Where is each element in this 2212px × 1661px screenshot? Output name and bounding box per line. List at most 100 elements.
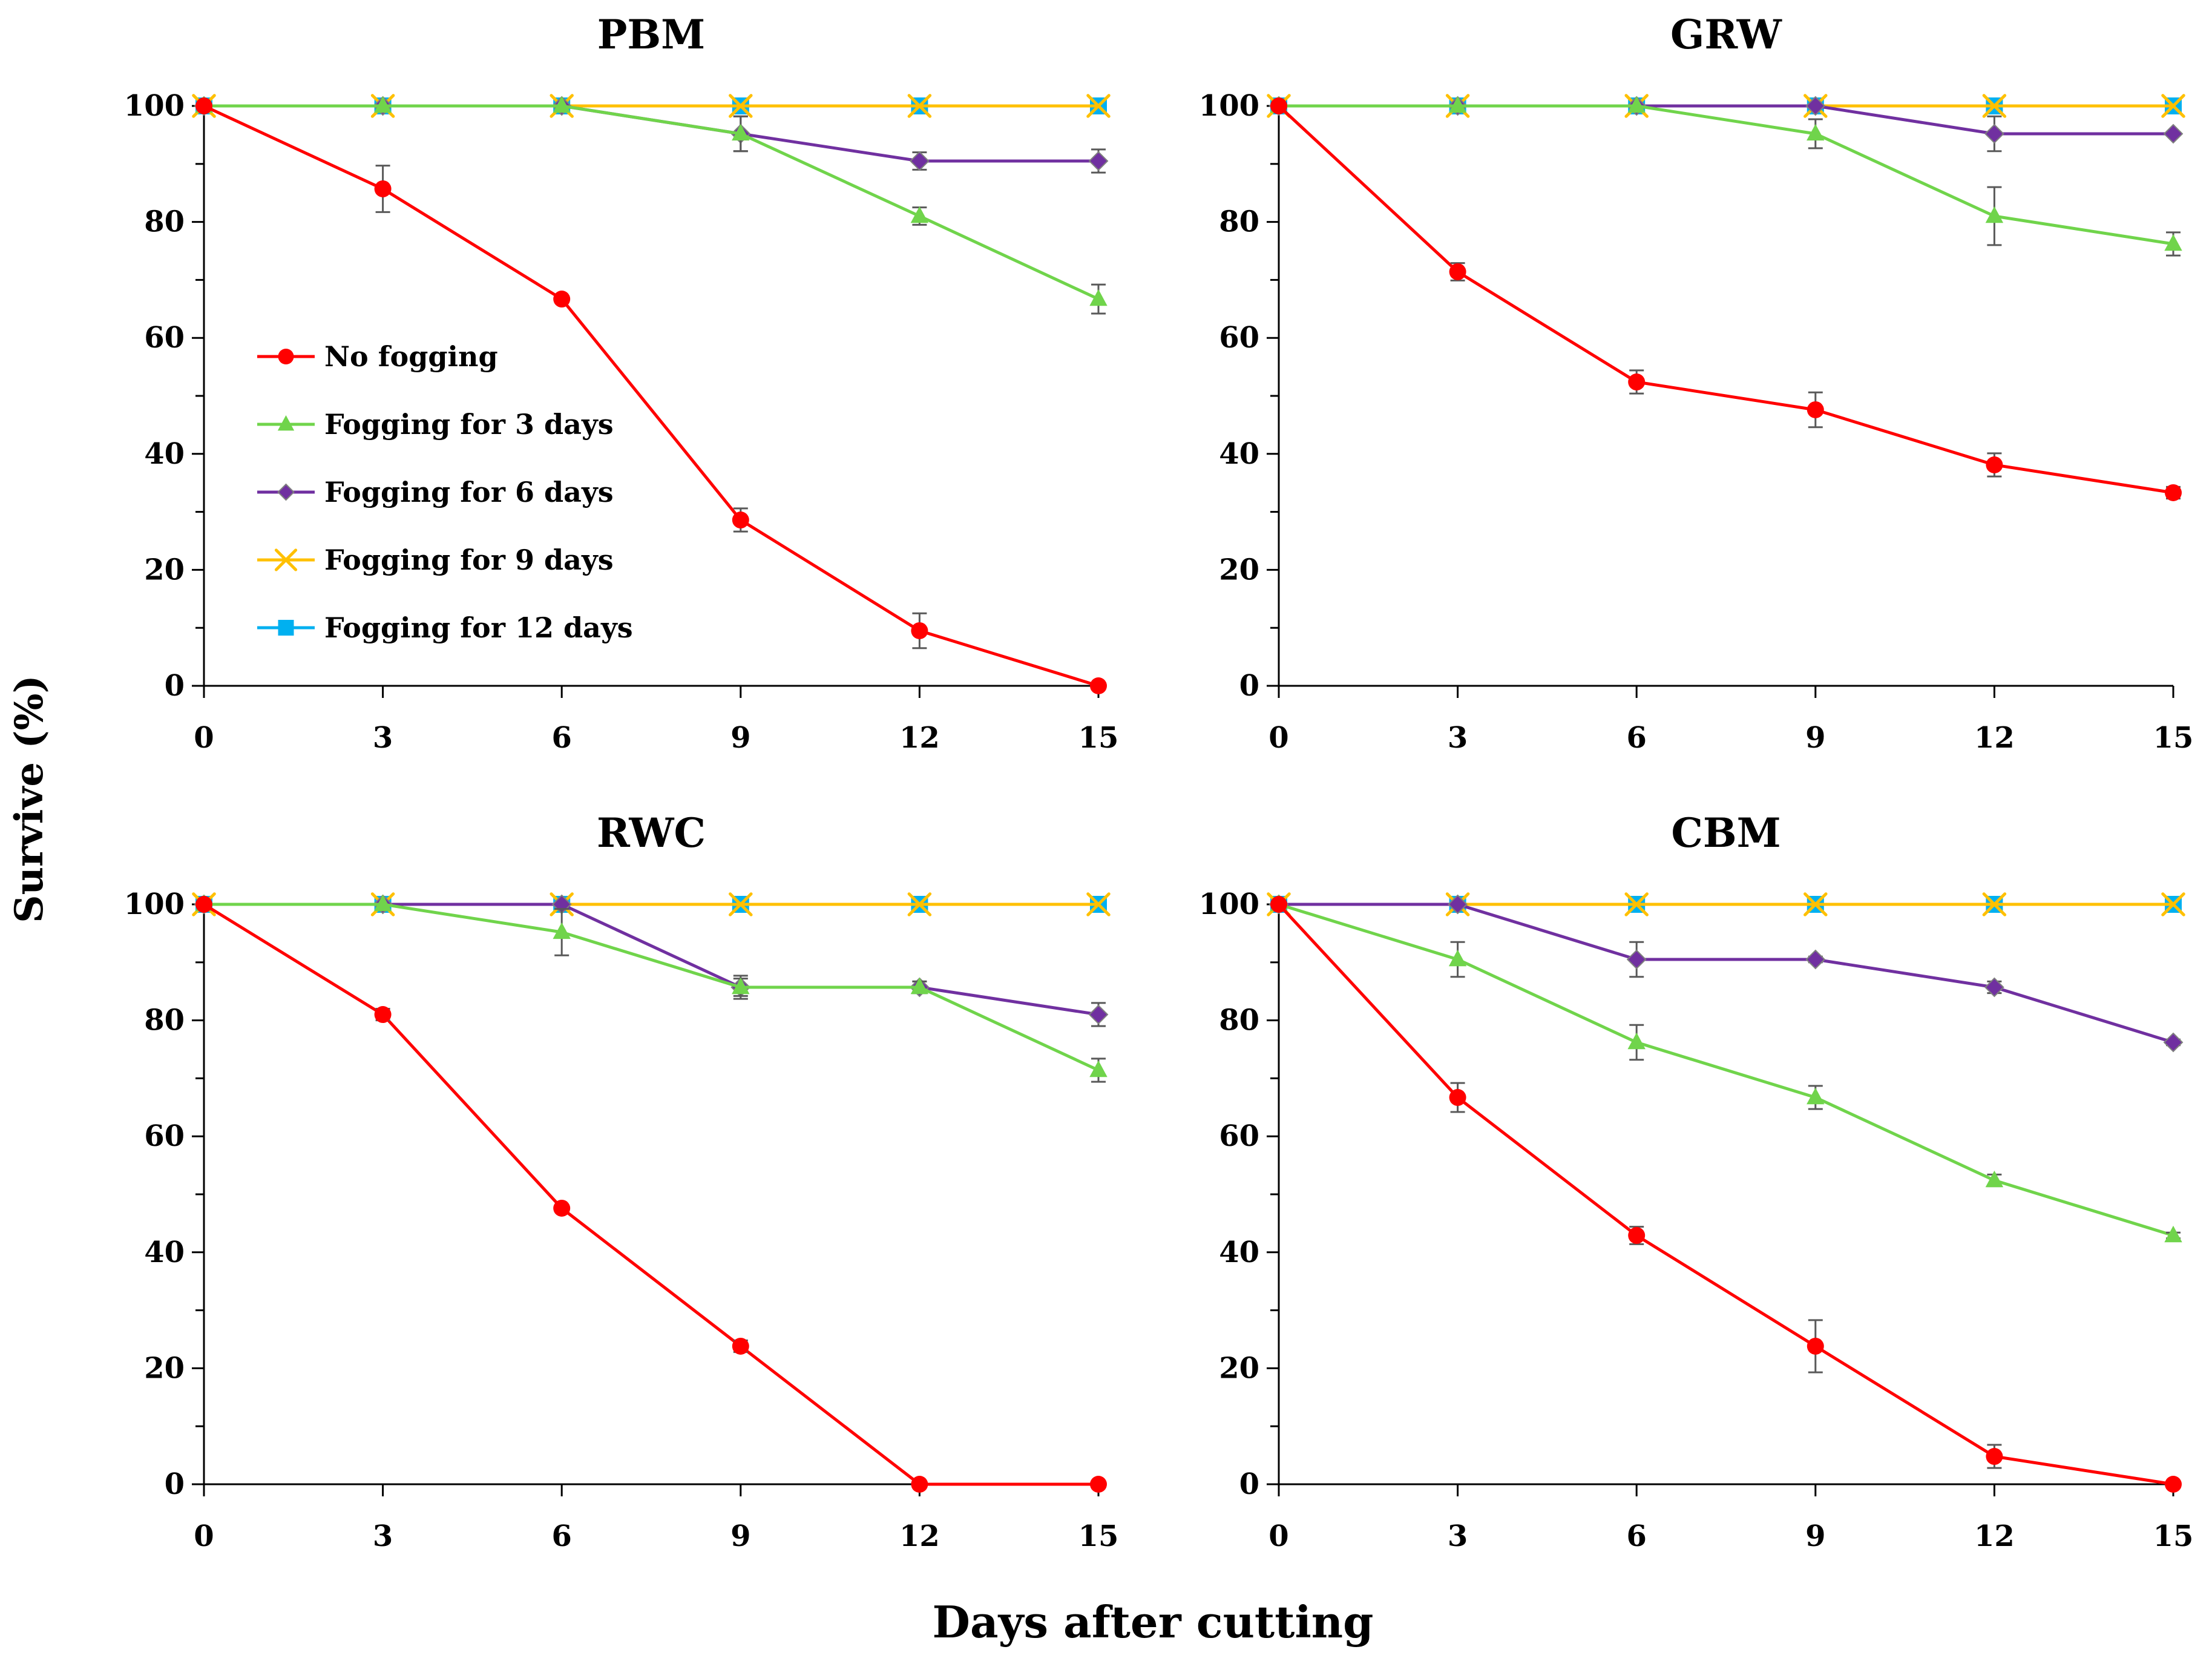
data-point bbox=[907, 94, 932, 118]
data-point bbox=[910, 977, 929, 995]
data-point bbox=[1086, 892, 1111, 916]
data-point bbox=[1270, 97, 1287, 114]
data-point bbox=[1807, 1087, 1825, 1105]
series-line bbox=[203, 104, 1099, 688]
x-tick-label: 15 bbox=[2153, 1519, 2194, 1553]
panel-title: PBM bbox=[597, 11, 705, 58]
y-tick-label: 80 bbox=[144, 1004, 185, 1038]
x-tick-label: 3 bbox=[1448, 1519, 1468, 1553]
x-tick-label: 6 bbox=[551, 721, 571, 755]
data-point bbox=[1089, 1060, 1108, 1077]
x-tick-label: 12 bbox=[899, 721, 940, 755]
legend-label: Fogging for 12 days bbox=[324, 611, 633, 644]
x-tick-label: 6 bbox=[551, 1519, 571, 1553]
data-point bbox=[1626, 949, 1647, 970]
data-point-stroke-b bbox=[2161, 892, 2185, 916]
panel-cbm: CBM 0 20 40 60 80 100 0 3 6 9 12 15 bbox=[1199, 809, 2194, 1553]
data-point bbox=[1628, 1227, 1646, 1245]
data-point bbox=[910, 206, 929, 223]
data-point bbox=[732, 977, 750, 995]
x-tick-label: 6 bbox=[1626, 721, 1646, 755]
data-point bbox=[2163, 1032, 2184, 1053]
legend-item-fogging-for-6-days: Fogging for 6 days bbox=[257, 476, 614, 508]
data-point bbox=[553, 96, 571, 113]
data-point bbox=[1449, 263, 1466, 280]
x-tick-label: 6 bbox=[1626, 1519, 1646, 1553]
data-point bbox=[195, 97, 212, 114]
data-point bbox=[1805, 96, 1826, 116]
y-tick-label: 100 bbox=[124, 89, 185, 123]
data-point bbox=[729, 892, 753, 916]
data-point bbox=[1270, 896, 1287, 913]
data-point bbox=[553, 291, 571, 308]
data-point bbox=[2161, 892, 2185, 916]
data-point bbox=[2161, 94, 2185, 118]
data-point bbox=[374, 180, 392, 197]
data-point bbox=[1803, 892, 1828, 916]
y-tick-label: 60 bbox=[144, 321, 185, 355]
x-tick-label: 15 bbox=[1078, 721, 1119, 755]
series-fogging-for-6-days bbox=[194, 96, 1109, 174]
x-tick-label: 0 bbox=[1268, 1519, 1288, 1553]
data-point bbox=[374, 1006, 392, 1024]
data-point bbox=[1984, 123, 2004, 144]
series-fogging-for-3-days bbox=[1270, 894, 2182, 1243]
data-point bbox=[1627, 96, 1646, 113]
y-tick-label: 20 bbox=[144, 553, 185, 587]
data-point bbox=[1986, 456, 2003, 474]
y-tick-label: 0 bbox=[165, 669, 185, 703]
data-point bbox=[1984, 977, 2004, 998]
legend-marker bbox=[278, 620, 294, 636]
data-point-stroke-b bbox=[907, 892, 932, 916]
y-tick-label: 20 bbox=[1219, 1351, 1259, 1385]
y-tick-label: 20 bbox=[144, 1351, 185, 1385]
data-point bbox=[1448, 894, 1468, 915]
data-point bbox=[1986, 1448, 2003, 1465]
x-tick-label: 9 bbox=[730, 721, 750, 755]
data-point bbox=[195, 896, 212, 913]
series-line bbox=[203, 903, 1098, 1486]
x-tick-label: 0 bbox=[194, 1519, 214, 1553]
data-point bbox=[373, 96, 392, 113]
series-fogging-for-3-days bbox=[195, 96, 1108, 315]
data-point bbox=[1805, 949, 1826, 970]
data-point bbox=[1089, 289, 1108, 306]
series-no-fogging bbox=[195, 896, 1107, 1493]
data-point bbox=[1807, 401, 1824, 418]
data-point bbox=[1449, 1089, 1466, 1107]
x-tick-label: 15 bbox=[1078, 1519, 1119, 1553]
data-point-stroke-b bbox=[1624, 892, 1649, 916]
data-point-stroke-b bbox=[1086, 94, 1111, 118]
panel-grw: GRW 0 20 40 60 80 100 0 3 6 9 12 15 bbox=[1199, 11, 2194, 755]
legend-marker bbox=[277, 483, 295, 501]
series-no-fogging bbox=[195, 97, 1107, 694]
legend-label: Fogging for 9 days bbox=[324, 544, 614, 576]
y-tick-label: 40 bbox=[1219, 437, 1259, 471]
data-point-stroke-b bbox=[1982, 892, 2007, 916]
data-point bbox=[553, 922, 571, 939]
legend-marker bbox=[278, 349, 294, 364]
data-point bbox=[2163, 123, 2184, 144]
y-tick-label: 100 bbox=[124, 887, 185, 921]
y-tick-label: 60 bbox=[1219, 1119, 1259, 1153]
data-point bbox=[1088, 1004, 1109, 1025]
x-tick-label: 3 bbox=[373, 721, 393, 755]
y-tick-label: 0 bbox=[1239, 669, 1259, 703]
data-point bbox=[1090, 677, 1107, 694]
x-tick-label: 9 bbox=[730, 1519, 750, 1553]
data-point bbox=[911, 1476, 928, 1493]
legend-item-fogging-for-9-days: Fogging for 9 days bbox=[257, 544, 614, 576]
data-point-stroke-b bbox=[2161, 94, 2185, 118]
data-point bbox=[1448, 949, 1467, 967]
series-line bbox=[1279, 104, 2174, 246]
data-point bbox=[1985, 206, 2004, 223]
data-point bbox=[1985, 1170, 2004, 1188]
data-point-stroke-b bbox=[729, 94, 753, 118]
series-line bbox=[1278, 903, 2174, 1486]
legend-marker bbox=[274, 548, 298, 571]
y-tick-label: 60 bbox=[1219, 321, 1259, 355]
x-tick-label: 0 bbox=[194, 721, 214, 755]
data-point bbox=[907, 892, 932, 916]
data-point-stroke-b bbox=[907, 94, 932, 118]
